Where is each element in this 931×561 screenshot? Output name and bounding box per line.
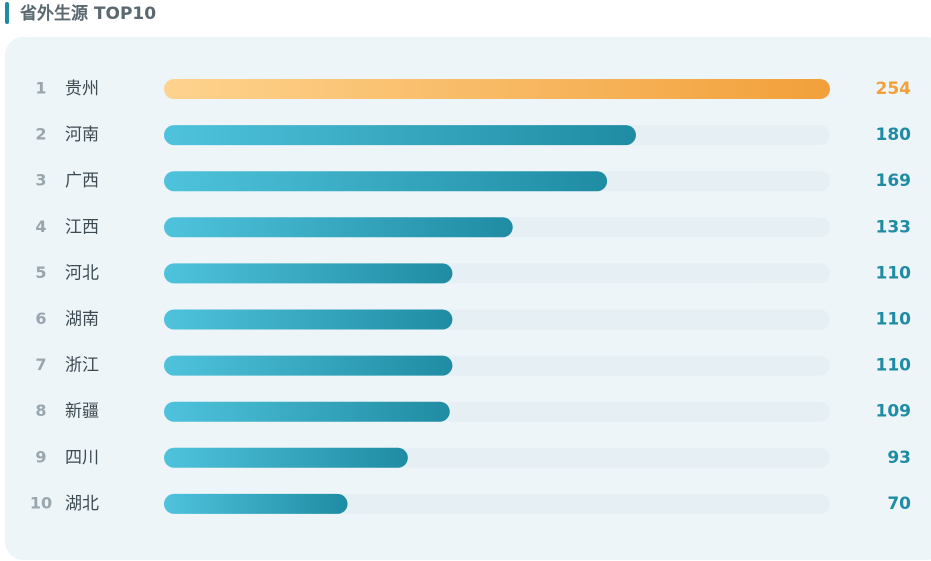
category-label: 贵州 [65, 79, 99, 99]
category-label: 河南 [65, 125, 99, 145]
rank-label: 3 [35, 171, 46, 190]
bar [164, 493, 348, 514]
category-label: 江西 [65, 217, 99, 237]
category-label: 四川 [65, 448, 99, 468]
value-label: 109 [876, 402, 912, 422]
category-label: 湖北 [65, 494, 99, 514]
value-label: 93 [887, 448, 911, 468]
rank-label: 1 [35, 79, 46, 98]
bar [164, 309, 453, 330]
bar [164, 447, 408, 468]
category-label: 新疆 [65, 402, 99, 422]
rank-label: 7 [35, 355, 46, 374]
rank-label: 5 [35, 263, 46, 282]
value-label: 110 [876, 310, 912, 330]
bar [164, 171, 608, 192]
title-accent [5, 2, 9, 24]
value-label: 70 [887, 494, 911, 514]
rank-label: 4 [35, 217, 46, 236]
bar [164, 125, 636, 146]
bar [164, 263, 453, 284]
rank-label: 2 [35, 125, 46, 144]
bar [164, 355, 453, 376]
value-label: 254 [876, 79, 912, 99]
chart-title: 省外生源 TOP10 [19, 3, 156, 24]
value-label: 133 [876, 217, 912, 237]
bar [164, 401, 450, 422]
value-label: 169 [876, 171, 912, 191]
bar [164, 79, 830, 99]
category-label: 浙江 [65, 356, 99, 376]
rank-label: 8 [35, 401, 46, 420]
rank-label: 6 [35, 309, 46, 328]
category-label: 广西 [65, 171, 99, 191]
value-label: 180 [876, 125, 912, 145]
category-label: 湖南 [65, 310, 99, 330]
category-label: 河北 [65, 263, 99, 283]
rank-label: 10 [30, 493, 52, 512]
value-label: 110 [876, 263, 912, 283]
rank-label: 9 [35, 447, 46, 466]
panel [5, 37, 931, 560]
bar [164, 217, 513, 238]
value-label: 110 [876, 356, 912, 376]
